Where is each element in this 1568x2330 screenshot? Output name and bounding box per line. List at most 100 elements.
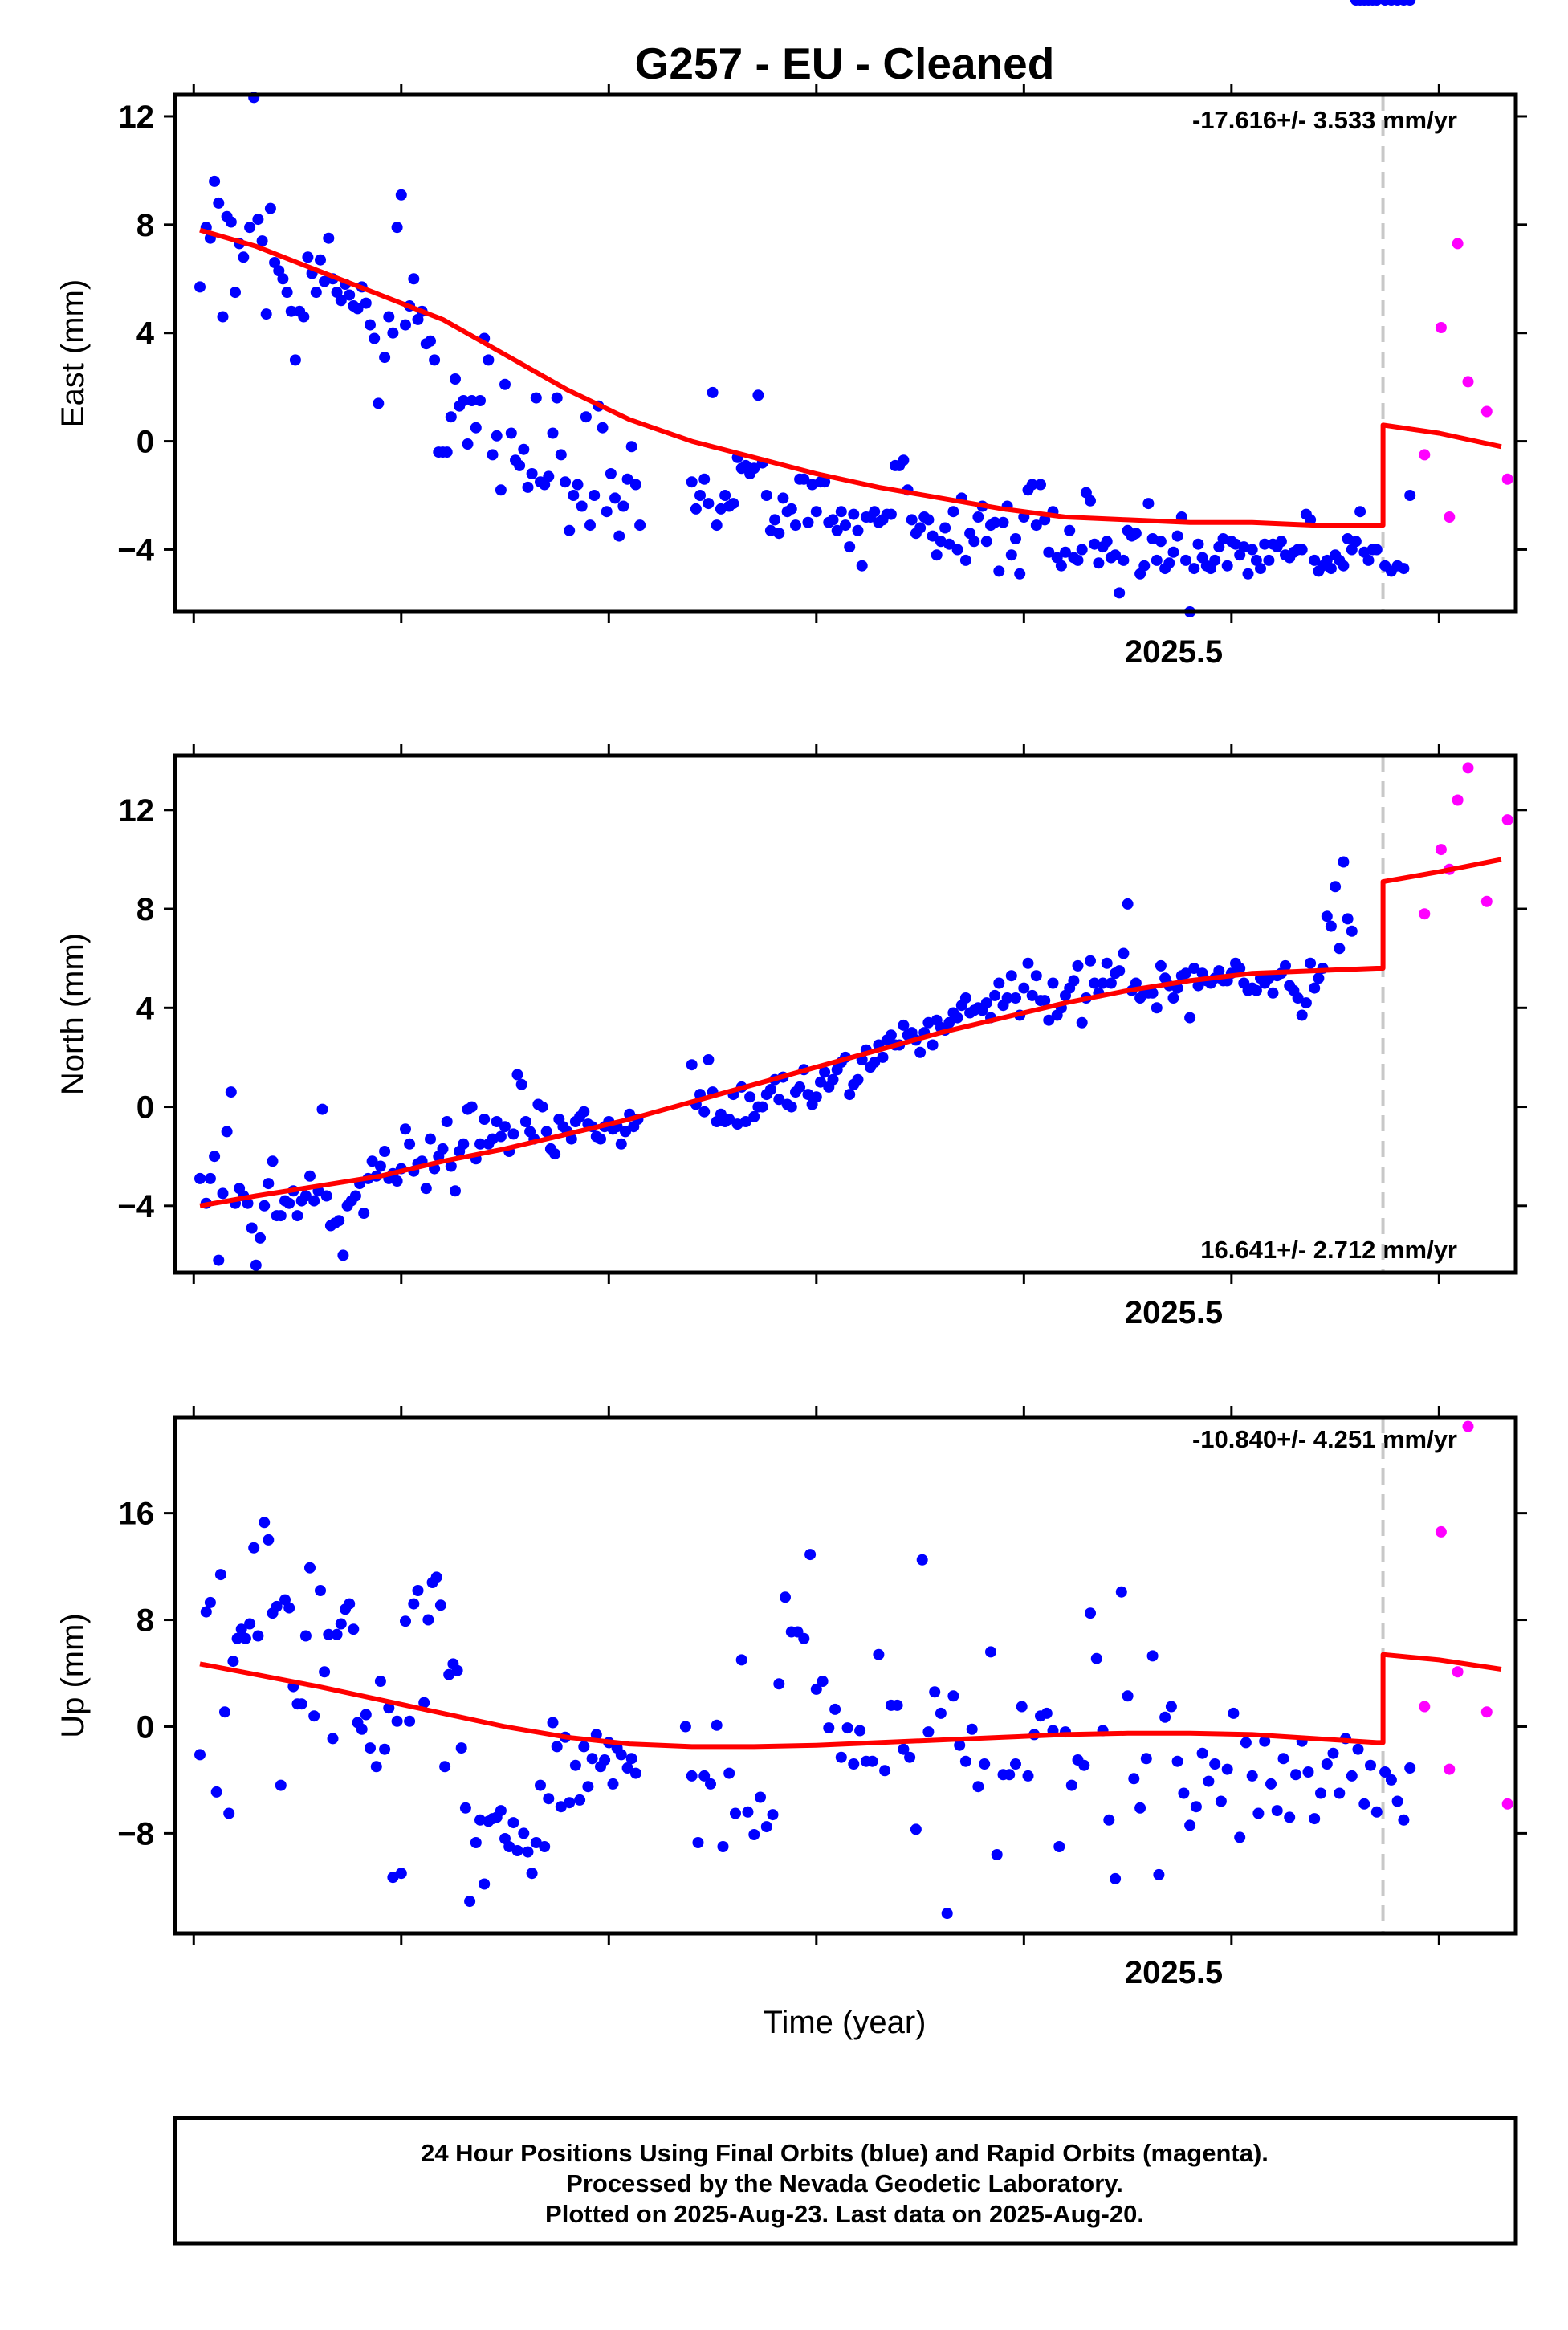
north-final-point [1370,0,1383,6]
north-final-point [466,1101,478,1113]
footer-line-1: 24 Hour Positions Using Final Orbits (bl… [421,2139,1269,2167]
north-final-point [267,1155,279,1167]
north-final-point [1346,925,1358,937]
up-final-point [1190,1801,1202,1813]
east-final-point [560,476,571,488]
north-final-point [943,1016,955,1029]
up-x-tick-label: 2025.5 [1125,1955,1223,1990]
up-rapid-point [1435,1525,1447,1538]
east-final-point [760,490,772,501]
up-final-point [360,1709,372,1721]
up-final-point [972,1781,984,1793]
north-final-point [304,1170,316,1182]
east-final-point [277,273,289,285]
east-final-point [827,514,839,526]
north-final-point [391,1175,403,1187]
east-ytick-label-3: 8 [136,208,154,243]
east-final-point [491,430,503,442]
east-ytick-label-4: 12 [119,100,155,135]
north-final-point [194,1172,206,1184]
up-rapid-point [1452,1666,1464,1678]
east-final-point [1275,536,1287,548]
north-final-point [1180,967,1191,980]
up-final-point [1115,1586,1127,1598]
east-ylabel: East (mm) [55,279,91,427]
north-final-point [1047,977,1059,989]
north-final-point [1404,0,1416,6]
east-final-point [576,500,588,512]
east-final-point [1072,554,1084,566]
up-final-point [495,1805,507,1817]
east-final-point [773,528,785,540]
east-final-point [711,519,723,532]
up-final-point [841,1722,853,1734]
east-final-point [217,311,229,323]
up-final-point [539,1841,551,1852]
up-final-point [947,1690,959,1702]
east-final-point [335,295,347,307]
north-final-point [885,1029,897,1041]
up-final-point [735,1654,747,1666]
up-final-point [283,1602,295,1614]
up-final-point [1128,1773,1140,1785]
east-final-point [458,395,470,406]
up-final-point [621,1762,633,1774]
east-final-point [379,352,391,364]
east-final-point [483,354,495,366]
east-ytick-label-0: −4 [117,532,154,568]
north-final-point [1188,963,1200,974]
up-final-point [723,1767,735,1779]
east-final-point [1151,554,1163,566]
north-final-point [1167,992,1179,1004]
footer-line-3: Plotted on 2025-Aug-23. Last data on 202… [545,2200,1144,2228]
north-final-point [400,1123,411,1135]
up-final-point [1284,1811,1296,1823]
north-final-point [1305,957,1317,969]
east-final-point [441,446,453,458]
north-final-point [1001,992,1013,1004]
north-final-point [275,1210,287,1222]
north-final-point [1325,920,1337,932]
north-final-point [1105,977,1117,989]
east-rapid-point [1501,473,1513,485]
up-final-point [1352,1743,1364,1755]
east-final-point [505,427,517,439]
north-final-point [283,1197,295,1209]
east-final-point [499,378,511,390]
north-final-point [404,1138,416,1150]
north-final-point [989,989,1001,1001]
north-rapid-point [1501,814,1513,826]
east-final-point [1338,560,1350,572]
north-final-point [458,1138,470,1150]
east-final-point [997,516,1009,528]
north-final-point [1030,970,1042,982]
east-final-point [1246,544,1258,556]
up-final-point [1110,1872,1122,1884]
north-model-line [199,857,1502,1208]
east-final-point [1110,549,1122,561]
east-final-point [951,544,963,556]
up-final-point [1309,1813,1321,1825]
east-final-point [819,476,831,488]
up-final-point [365,1742,376,1754]
east-final-point [260,308,272,320]
up-final-point [991,1849,1003,1860]
up-final-point [823,1722,835,1734]
east-final-point [495,484,507,496]
up-final-point [730,1807,741,1819]
north-ylabel: North (mm) [55,933,91,1095]
east-final-point [1030,519,1042,532]
east-final-point [989,516,1001,528]
north-final-point [815,1076,826,1088]
east-final-point [1010,533,1021,544]
north-final-point [927,1039,939,1051]
footer-box: 24 Hour Positions Using Final Orbits (bl… [173,2116,1518,2246]
up-final-point [1053,1841,1065,1852]
up-final-point [629,1767,641,1779]
up-final-point [1165,1701,1177,1713]
north-final-point [703,1054,715,1065]
up-final-point [1140,1753,1152,1765]
up-final-point [395,1868,407,1880]
east-final-point [551,392,563,404]
north-final-point [349,1190,361,1202]
